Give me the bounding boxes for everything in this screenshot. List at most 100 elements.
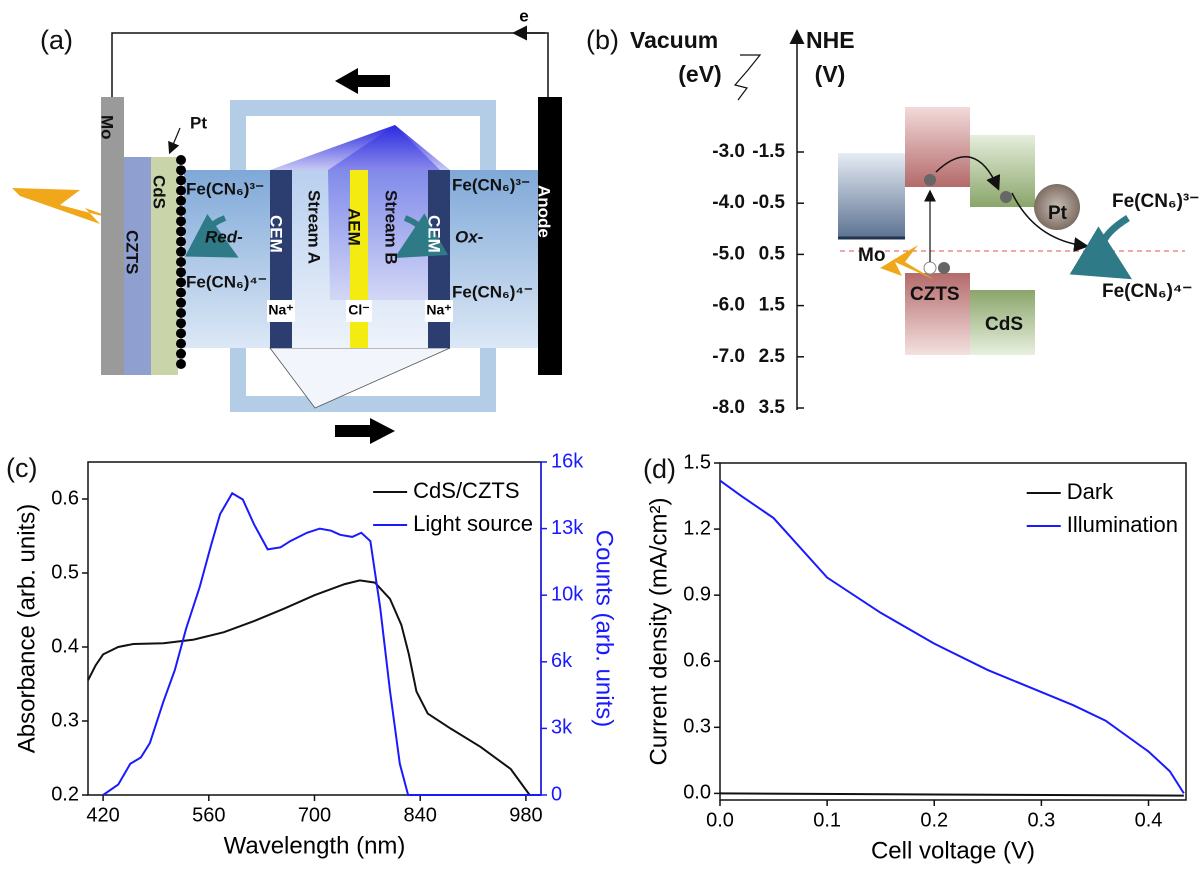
pt-dot xyxy=(176,277,186,288)
red-label: Red- xyxy=(205,227,243,246)
electron-label: e xyxy=(519,6,528,25)
x-tick-label: 420 xyxy=(86,804,119,826)
nhe-label: NHE xyxy=(806,27,855,53)
pt-dot xyxy=(176,226,186,237)
pt-dot xyxy=(176,297,186,308)
mo-band xyxy=(838,153,905,238)
y-tick-label: 0.2 xyxy=(51,783,79,805)
pt-dot xyxy=(176,359,186,369)
x-tick-label: 0.2 xyxy=(920,809,948,831)
vacuum-tick-label: -8.0 xyxy=(712,397,745,418)
red-arrow xyxy=(184,213,239,258)
ferri-right: Fe(CN₆)³⁻ xyxy=(452,175,530,194)
x-tick-label: 0.3 xyxy=(1027,809,1055,831)
panel-label: (b) xyxy=(586,25,619,55)
y2-axis-label: Counts (arb. units) xyxy=(591,530,618,727)
x-axis-label: Cell voltage (V) xyxy=(871,837,1035,864)
pt-pointer xyxy=(168,127,181,155)
x-axis-label: Wavelength (nm) xyxy=(224,832,406,859)
czts-layer xyxy=(124,157,151,375)
pt-dot xyxy=(176,318,186,329)
light-bolt xyxy=(880,245,935,280)
x-tick-label: 0.1 xyxy=(813,809,841,831)
pt-label: Pt xyxy=(1048,203,1068,224)
vacuum-tick-label: -7.0 xyxy=(712,346,745,367)
legend-label: CdS/CZTS xyxy=(413,478,519,503)
nhe-unit: (V) xyxy=(815,61,846,87)
electron xyxy=(1000,191,1012,203)
y-axis-label: Absorbance (arb. units) xyxy=(13,504,40,753)
vacuum-tick-label: -6.0 xyxy=(712,295,745,316)
anode-label: Anode xyxy=(535,185,554,238)
cl-label: Cl⁻ xyxy=(348,302,369,318)
ox-arrow xyxy=(394,213,449,258)
circuit-wire xyxy=(111,32,549,97)
nhe-tick-label: 3.5 xyxy=(759,397,786,418)
data-line xyxy=(87,579,531,796)
legend-label: Illumination xyxy=(1067,512,1178,537)
vacuum-tick-label: -4.0 xyxy=(712,192,745,213)
pt-dot xyxy=(176,175,186,186)
axis-break xyxy=(733,54,762,101)
x-tick-label: 560 xyxy=(192,804,225,826)
czts-cb xyxy=(905,107,970,187)
legend-label: Dark xyxy=(1067,479,1114,504)
pt-dot xyxy=(176,308,186,318)
pt-dot xyxy=(176,216,186,227)
vacuum-unit: (eV) xyxy=(678,61,721,87)
y2-tick-label: 0 xyxy=(551,783,562,805)
y2-tick-label: 13k xyxy=(551,517,584,539)
pt-dot xyxy=(176,195,186,206)
ferri-label: Fe(CN₆)³⁻ xyxy=(1112,191,1199,212)
y-tick-label: 0.5 xyxy=(51,561,79,583)
flow-arrow-top xyxy=(335,68,390,94)
pt-label: Pt xyxy=(190,113,207,132)
czts-label: CZTS xyxy=(910,284,960,305)
data-line xyxy=(102,491,541,796)
y-tick-label: 0.3 xyxy=(683,716,711,738)
y2-tick-label: 6k xyxy=(551,650,573,672)
x-tick-label: 980 xyxy=(509,804,542,826)
czts-vb xyxy=(905,273,970,355)
y-tick-label: 0.0 xyxy=(683,782,711,804)
ferro-left: Fe(CN₆)⁴⁻ xyxy=(186,272,267,291)
pt-dot xyxy=(176,328,186,339)
chart: 420 560 700 840 980 0.2 0.3 0.4 0.5 0.6 0 3k 6k 10k 13… xyxy=(6,450,618,859)
light-bolt xyxy=(12,188,125,224)
pt-dots xyxy=(176,155,186,369)
hole xyxy=(923,261,937,275)
electron xyxy=(924,174,936,186)
na-right: Na⁺ xyxy=(426,302,451,318)
cds-label: CdS xyxy=(985,314,1023,335)
pt-dot xyxy=(176,165,186,176)
pt-particle xyxy=(1034,184,1080,230)
cds-layer xyxy=(151,157,178,375)
redox-arrow xyxy=(1069,215,1133,280)
cem-left-label: CEM xyxy=(267,215,286,253)
pt-dot xyxy=(176,185,186,196)
pt-dot xyxy=(176,206,186,216)
panel-label: (d) xyxy=(643,454,676,484)
pt-dot xyxy=(176,246,186,257)
anode xyxy=(538,97,562,375)
electron xyxy=(938,262,950,274)
ferri-left: Fe(CN₆)³⁻ xyxy=(186,179,264,198)
x-tick-label: 840 xyxy=(404,804,437,826)
vacuum-label: Vacuum xyxy=(630,27,718,53)
cds-label: CdS xyxy=(150,175,169,209)
x-tick-label: 0.0 xyxy=(706,809,734,831)
x-tick-label: 700 xyxy=(298,804,331,826)
y-tick-label: 0.6 xyxy=(51,487,79,509)
nhe-tick-label: 2.5 xyxy=(759,346,786,367)
data-line xyxy=(719,792,1184,797)
left-chamber xyxy=(184,170,270,348)
mo-layer xyxy=(101,97,124,375)
pt-dot xyxy=(176,338,186,349)
y2-tick-label: 3k xyxy=(551,717,573,739)
cds-vb xyxy=(970,290,1035,355)
plot-frame xyxy=(719,462,1187,801)
mo-label: Mo xyxy=(98,115,117,140)
y-tick-label: 1.2 xyxy=(683,517,711,539)
transfer-arrow xyxy=(935,156,1001,191)
panel-label: (a) xyxy=(40,25,73,55)
